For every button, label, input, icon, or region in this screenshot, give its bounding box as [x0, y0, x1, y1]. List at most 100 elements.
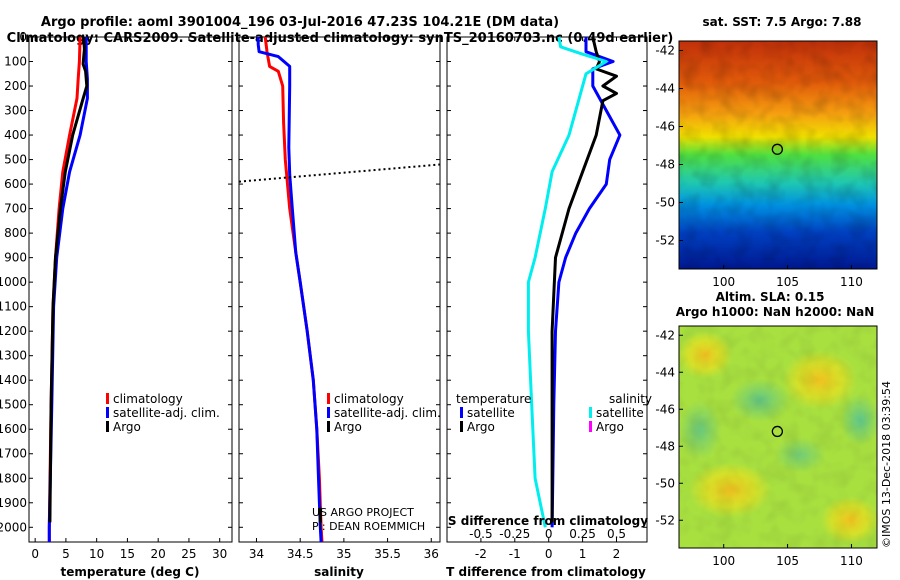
depth-tick-label: 1600 [0, 422, 27, 436]
depth-tick-label: 100 [4, 55, 27, 69]
legend-swatch-argo [327, 421, 330, 432]
legend-climatology: climatology [334, 392, 404, 406]
temperature-series [47, 37, 89, 542]
depth-tick-label: 2000 [0, 520, 27, 534]
depth-tick-label: 700 [4, 202, 27, 216]
depth-tick-label: 200 [4, 79, 27, 93]
x-tick-label: 1 [579, 547, 587, 561]
credit: ©IMOS 13-Dec-2018 03:39:54 [880, 381, 893, 548]
map-x-tick-label: 110 [840, 275, 863, 289]
map-y-tick-label: -42 [655, 44, 675, 58]
sst-map-frame [678, 40, 878, 270]
x-tick-label: 25 [181, 547, 196, 561]
legend-satellite: satellite-adj. clim. [334, 406, 441, 420]
salinity-x-axis: 34 34.5 35 35.5 36 [249, 37, 439, 561]
sla-map-title: Altim. SLA: 0.15 [716, 290, 825, 304]
legend-t-satellite: satellite [467, 406, 515, 420]
depth-tick-label: 600 [4, 177, 27, 191]
difference-panel-frame [446, 36, 648, 543]
difference-series [526, 37, 622, 528]
s-difference-label: S difference from climatology [448, 514, 648, 528]
x-tick-label: 5 [62, 547, 70, 561]
x-tick-label: 20 [151, 547, 166, 561]
x-tick-label: 10 [89, 547, 104, 561]
depth-tick-label: 500 [4, 153, 27, 167]
depth-tick-label: 1200 [0, 324, 27, 338]
depth-tick-label: 800 [4, 226, 27, 240]
legend-swatch-climatology [327, 393, 330, 404]
title-line-2: Climatology: CARS2009. Satellite-adjuste… [7, 31, 674, 46]
pi-note: PI: DEAN ROEMMICH [312, 520, 425, 533]
x2-tick-label: 0 [545, 527, 553, 541]
series-line-satellite-adj-clim- [256, 37, 323, 542]
depth-tick-label: 300 [4, 104, 27, 118]
legend-temperature-title: temperature [456, 392, 531, 406]
temperature-x-axis: 0 5 10 15 20 25 30 [31, 37, 227, 561]
x2-tick-label: -0.25 [499, 527, 530, 541]
legend-climatology: climatology [113, 392, 183, 406]
legend-s-satellite: satellite [596, 406, 644, 420]
map-x-tick-label: 105 [776, 275, 799, 289]
map-y-tick-label: -46 [655, 402, 675, 416]
series-line-salinity-satellite [526, 37, 608, 528]
mixed-layer-line [239, 163, 440, 183]
salinity-panel-frame [238, 36, 441, 543]
x-tick-label: 35 [336, 547, 351, 561]
map-x-tick-label: 105 [776, 554, 799, 568]
series-line-argo [48, 37, 89, 523]
depth-tick-label: 400 [4, 128, 27, 142]
legend-swatch-argo [106, 421, 109, 432]
salinity-legend: climatology satellite-adj. clim. Argo [327, 392, 441, 434]
sla-map [677, 325, 880, 549]
x2-tick-label: 0.25 [569, 527, 596, 541]
depth-tick-label: 1400 [0, 373, 27, 387]
legend-swatch-climatology [106, 393, 109, 404]
depth-tick-label: 1100 [0, 300, 27, 314]
x-tick-label: 36 [424, 547, 439, 561]
legend-argo: Argo [113, 420, 141, 434]
sst-argo-marker [771, 143, 784, 155]
depth-tick-label: 1700 [0, 447, 27, 461]
legend-swatch-t-argo [460, 421, 463, 432]
depth-tick-label: 0 [19, 30, 27, 44]
x-tick-label: -2 [475, 547, 487, 561]
depth-tick-label: 900 [4, 251, 27, 265]
map-y-tick-label: -42 [655, 328, 675, 342]
x-tick-label: 0 [31, 547, 39, 561]
map-y-tick-label: -44 [655, 365, 675, 379]
title-line-1: Argo profile: aoml 3901004_196 03-Jul-20… [41, 15, 559, 30]
depth-tick-label: 1000 [0, 275, 27, 289]
map-x-tick-label: 110 [840, 554, 863, 568]
sst-texture [679, 41, 877, 269]
x2-tick-label: 0.5 [607, 527, 626, 541]
map-y-tick-label: -46 [655, 120, 675, 134]
x-tick-label: -1 [509, 547, 521, 561]
x-tick-label: 0 [545, 547, 553, 561]
legend-swatch-satellite [327, 407, 330, 418]
legend-t-argo: Argo [467, 420, 495, 434]
sla-argo-marker [771, 425, 784, 438]
salinity-xlabel: salinity [314, 565, 364, 579]
x-tick-label: 35.5 [374, 547, 401, 561]
sla-map-axes: 100 105 110 -42 -44 -46 -48 -50 -52 [655, 328, 863, 568]
map-y-tick-label: -48 [655, 439, 675, 453]
map-x-tick-label: 100 [712, 554, 735, 568]
legend-satellite: satellite-adj. clim. [113, 406, 220, 420]
legend-swatch-t-satellite [460, 407, 463, 418]
depth-tick-label: 1800 [0, 471, 27, 485]
map-y-tick-label: -50 [655, 476, 675, 490]
sla-map-subtitle: Argo h1000: NaN h2000: NaN [676, 305, 875, 319]
depth-tick-label: 1500 [0, 398, 27, 412]
legend-argo: Argo [334, 420, 362, 434]
project-note: US ARGO PROJECT [312, 506, 414, 519]
s-difference-axis: -0.5 -0.25 0 0.25 0.5 [469, 527, 626, 541]
difference-legend: temperature satellite Argo salinity sate… [456, 392, 652, 434]
legend-swatch-s-satellite [589, 407, 592, 418]
map-x-tick-label: 100 [712, 275, 735, 289]
temperature-xlabel: temperature (deg C) [61, 565, 200, 579]
x-tick-label: 30 [212, 547, 227, 561]
sla-map-frame [678, 325, 878, 549]
map-y-tick-label: -52 [655, 234, 675, 248]
legend-s-argo: Argo [596, 420, 624, 434]
